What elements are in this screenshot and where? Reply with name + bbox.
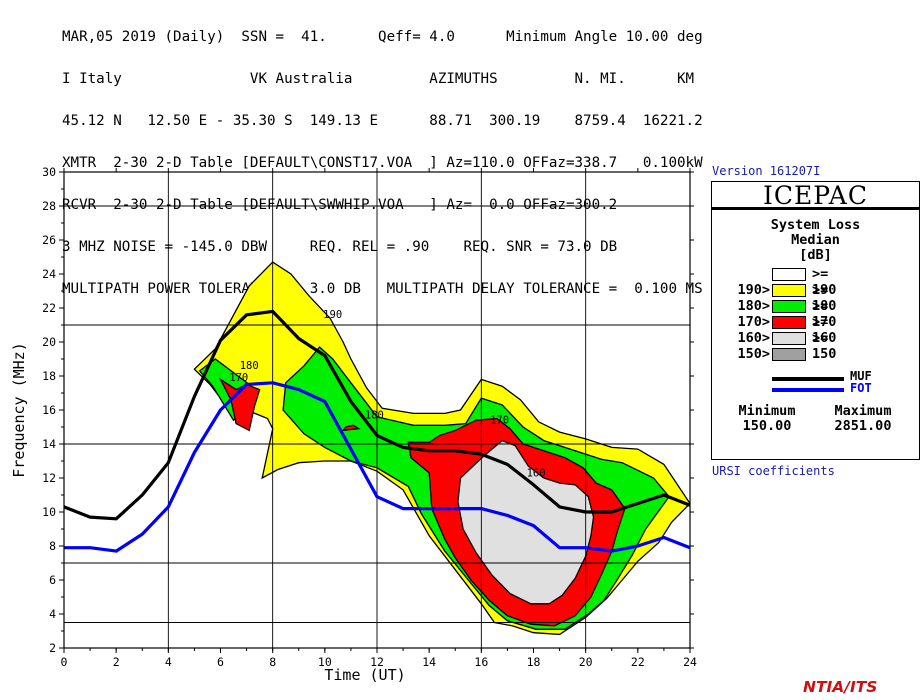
maximum-label: Maximum [834,403,892,419]
contour-regions [193,261,691,636]
contour-label: 160 [527,467,546,479]
y-axis-label: Frequency (MHz) [10,342,28,477]
fot-legend-label: FOT [850,381,872,395]
contour-label: 170 [490,415,509,427]
minimum-label: Minimum [738,403,796,419]
muf-legend-label: MUF [850,369,872,383]
x-tick-label: 12 [370,655,384,669]
muf-curve [63,309,691,521]
contour-label: 180 [240,360,259,372]
prediction-header: MAR,05 2019 (Daily) SSN = 41. Qeff= 4.0 … [62,2,922,310]
legend-swatch [772,348,806,361]
x-tick-label: 0 [61,655,68,669]
x-tick-label: 16 [474,655,488,669]
muf-legend-line [772,377,844,381]
legend-bin-lower: 160> [737,330,770,346]
legend-bin-upper: >= 170 [812,298,837,330]
curve-series [63,309,691,553]
fot-curve [64,381,691,553]
legend-bin-upper: >= 160 [812,314,837,346]
y-tick-label: 10 [42,505,56,519]
legend-bin-lower: 150> [737,346,770,362]
y-tick-label: 18 [42,369,56,383]
x-axis-label: Time (UT) [324,666,405,684]
legend-title-line: Median [791,232,840,248]
header-line-receiver: RCVR 2-30 2-D Table [DEFAULT\SWWHIP.VOA … [62,197,618,213]
x-tick-label: 6 [217,655,224,669]
legend-bin-lower: 180> [737,298,770,314]
header-line-locations: I Italy VK Australia AZIMUTHS N. MI. KM [62,71,695,87]
y-tick-label: 28 [42,199,56,213]
y-tick-label: 14 [42,437,56,451]
x-tick-label: 4 [165,655,172,669]
fot-legend-line [772,388,844,392]
x-tick-label: 2 [113,655,120,669]
legend-bin-upper: >= 150 [812,330,837,362]
version-label: Version 161207I [712,164,821,178]
model-name: ICEPAC [712,182,919,210]
legend-bin-lower: 190> [737,282,770,298]
y-tick-label: 2 [49,641,56,655]
y-tick-label: 4 [49,607,56,621]
legend-swatch [772,284,806,297]
contour-label: 180 [365,410,384,422]
x-tick-label: 20 [579,655,593,669]
ursi-label: URSI coefficients [712,464,835,478]
maximum-value: 2851.00 [834,418,892,434]
x-tick-label: 10 [318,655,332,669]
legend-title: System Loss Median [dB] [712,218,919,263]
legend-bin-upper: >= 190 [812,266,837,298]
legend-swatch [772,316,806,329]
grid-lines [64,172,690,648]
x-tick-label: 18 [527,655,541,669]
legend-swatch [772,332,806,345]
y-tick-label: 22 [42,301,56,315]
header-line-coordinates: 45.12 N 12.50 E - 35.30 S 149.13 E 88.71… [62,113,703,129]
legend-title-line: System Loss [770,217,861,233]
y-tick-label: 12 [42,471,56,485]
x-tick-label: 22 [631,655,645,669]
axes: 0 2 4 6 8 10 12 14 16 18 20 22 242468101214161820222… [10,165,697,684]
legend-bin-lower: 170> [737,314,770,330]
legend-title-line: [dB] [799,247,832,263]
ntia-its-logo: NTIA/ITS [803,678,878,696]
header-line-transmitter: XMTR 2-30 2-D Table [DEFAULT\CONST17.VOA… [62,155,703,171]
legend-swatch [772,268,806,281]
y-tick-label: 30 [42,165,56,179]
loss-region-170-160 [341,424,361,432]
legend-bin-upper: >= 180 [812,282,837,314]
y-tick-label: 6 [49,573,56,587]
y-tick-label: 8 [49,539,56,553]
loss-region-170-160 [218,377,261,432]
x-tick-label: 14 [422,655,436,669]
x-tick-label: 24 [683,655,697,669]
contour-label: 170 [229,372,248,384]
x-tick-label: 8 [269,655,276,669]
y-tick-label: 16 [42,403,56,417]
minimum-value: 150.00 [742,418,792,434]
y-tick-label: 26 [42,233,56,247]
contour-label: 190 [323,309,342,321]
legend-panel: ICEPAC System Loss Median [dB] >= 190 19… [711,181,920,460]
header-line-date-ssn: MAR,05 2019 (Daily) SSN = 41. Qeff= 4.0 … [62,29,703,45]
y-tick-label: 24 [42,267,56,281]
legend-swatch [772,300,806,313]
y-tick-label: 20 [42,335,56,349]
